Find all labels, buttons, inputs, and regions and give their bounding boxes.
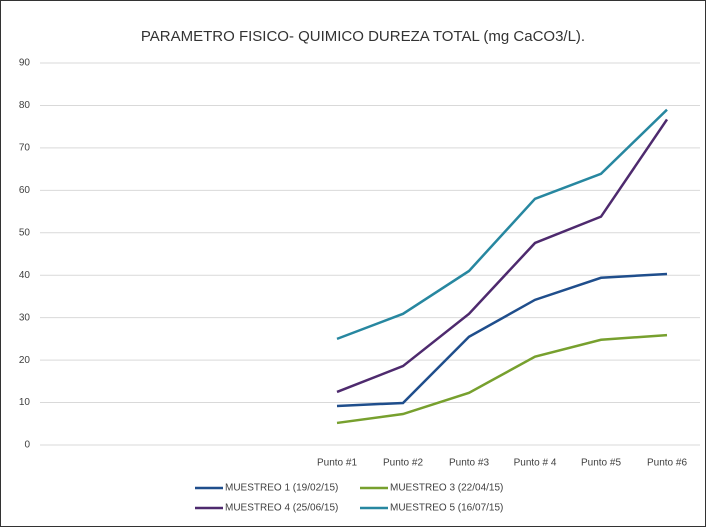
y-tick-label: 60 xyxy=(19,185,31,196)
y-tick-label: 20 xyxy=(19,355,31,366)
chart-title: PARAMETRO FISICO- QUIMICO DUREZA TOTAL (… xyxy=(141,28,585,45)
x-tick-label: Punto #2 xyxy=(383,458,423,469)
y-tick-label: 50 xyxy=(19,227,31,238)
data-line xyxy=(336,272,668,408)
y-tick-label: 80 xyxy=(19,100,31,111)
x-tick-label: Punto #3 xyxy=(449,458,489,469)
x-tick-label: Punto #6 xyxy=(647,458,687,469)
x-tick-label: Punto #1 xyxy=(317,458,357,469)
legend-label: MUESTREO 4 (25/06/15) xyxy=(225,503,338,514)
y-tick-label: 40 xyxy=(19,270,31,281)
y-tick-label: 30 xyxy=(19,312,31,323)
y-tick-label: 10 xyxy=(19,397,31,408)
y-tick-label: 0 xyxy=(24,440,30,451)
legend-label: MUESTREO 1 (19/02/15) xyxy=(225,483,338,494)
data-line xyxy=(336,118,669,394)
legend-label: MUESTREO 3 (22/04/15) xyxy=(390,483,503,494)
x-tick-label: Punto # 4 xyxy=(514,458,557,469)
data-line xyxy=(336,333,668,425)
y-tick-label: 70 xyxy=(19,143,31,154)
data-line xyxy=(336,108,668,341)
legend-label: MUESTREO 5 (16/07/15) xyxy=(390,503,503,514)
y-tick-label: 90 xyxy=(19,58,31,69)
x-tick-label: Punto #5 xyxy=(581,458,621,469)
